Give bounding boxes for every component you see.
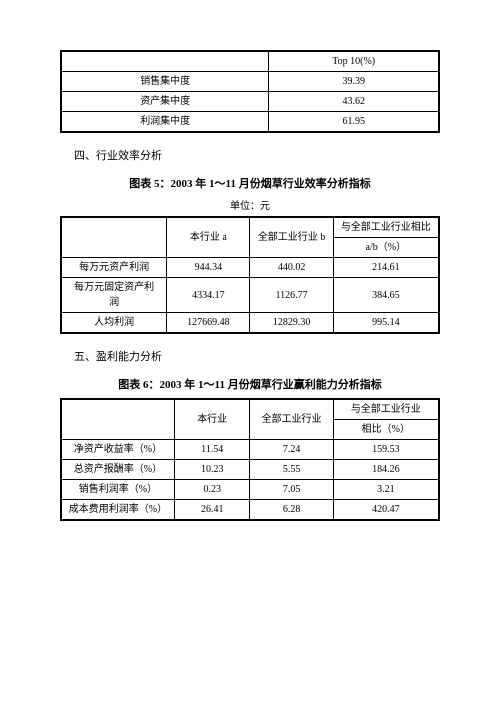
section-heading-4: 四、行业效率分析 (74, 147, 440, 163)
table-cell-value: 5.55 (250, 460, 333, 480)
table-row: 资产集中度 43.62 (61, 92, 439, 112)
table-row: 人均利润 127669.48 12829.30 995.14 (61, 313, 439, 334)
table-row: 销售集中度 39.39 (61, 72, 439, 92)
table-row: 每万元固定资产利 润 4334.17 1126.77 384.65 (61, 278, 439, 313)
table-row: 销售利润率（%） 0.23 7.05 3.21 (61, 480, 439, 500)
table-cell-label: 净资产收益率（%） (61, 440, 174, 460)
table-cell-value: 39.39 (269, 72, 439, 92)
table-row: 本行业 a 全部工业行业 b 与全部工业行业相比 (61, 217, 439, 238)
table-cell-value: 440.02 (250, 258, 333, 278)
table-cell-value: 0.23 (174, 480, 250, 500)
table-cell-label: 销售利润率（%） (61, 480, 174, 500)
table-cell-label: 总资产报酬率（%） (61, 460, 174, 480)
table-cell-value: 944.34 (167, 258, 250, 278)
table-cell-empty (61, 51, 269, 72)
table-header-cell: 本行业 a (167, 217, 250, 258)
table-cell-value: 11.54 (174, 440, 250, 460)
cell-text-line1: 每万元固定资产利 (74, 282, 154, 293)
table-cell-value: 420.47 (333, 500, 439, 521)
table-header-cell: 与全部工业行业 (333, 399, 439, 420)
table-cell-value: 384.65 (333, 278, 439, 313)
table-cell-label: 每万元资产利润 (61, 258, 167, 278)
table-header-cell (61, 399, 174, 440)
table-cell-value: 4334.17 (167, 278, 250, 313)
table-header-cell: a/b（%） (333, 238, 439, 258)
table-cell-value: 10.23 (174, 460, 250, 480)
table-header-cell: 全部工业行业 b (250, 217, 333, 258)
table3-title: 图表 6：2003 年 1～11 月份烟草行业赢利能力分析指标 (60, 376, 440, 392)
table-cell-label: 人均利润 (61, 313, 167, 334)
table2-unit: 单位：元 (60, 197, 440, 212)
table-cell-value: 43.62 (269, 92, 439, 112)
efficiency-table: 本行业 a 全部工业行业 b 与全部工业行业相比 a/b（%） 每万元资产利润 … (60, 216, 440, 334)
table-cell-label: 每万元固定资产利 润 (61, 278, 167, 313)
table-cell-label: 资产集中度 (61, 92, 269, 112)
table-cell-label: 销售集中度 (61, 72, 269, 92)
table-row: 总资产报酬率（%） 10.23 5.55 184.26 (61, 460, 439, 480)
table-row: 净资产收益率（%） 11.54 7.24 159.53 (61, 440, 439, 460)
table2-title: 图表 5：2003 年 1～11 月份烟草行业效率分析指标 (60, 175, 440, 191)
table-cell-label: 成本费用利润率（%） (61, 500, 174, 521)
document-page: Top 10(%) 销售集中度 39.39 资产集中度 43.62 利润集中度 … (0, 0, 500, 569)
table-cell-label: 利润集中度 (61, 112, 269, 133)
table-header-cell: 本行业 (174, 399, 250, 440)
table-cell-value: 995.14 (333, 313, 439, 334)
table-cell-value: 1126.77 (250, 278, 333, 313)
table-header-cell (61, 217, 167, 258)
section-heading-5: 五、盈利能力分析 (74, 348, 440, 364)
table-header-cell: 全部工业行业 (250, 399, 333, 440)
table-cell-value: 12829.30 (250, 313, 333, 334)
table-row: Top 10(%) (61, 51, 439, 72)
table-row: 本行业 全部工业行业 与全部工业行业 (61, 399, 439, 420)
table-header-cell: 相比（%） (333, 420, 439, 440)
table-cell-value: 7.24 (250, 440, 333, 460)
profitability-table: 本行业 全部工业行业 与全部工业行业 相比（%） 净资产收益率（%） 11.54… (60, 398, 440, 521)
table-header-cell: Top 10(%) (269, 51, 439, 72)
table-row: 成本费用利润率（%） 26.41 6.28 420.47 (61, 500, 439, 521)
table-cell-value: 7.05 (250, 480, 333, 500)
table-cell-value: 26.41 (174, 500, 250, 521)
concentration-table: Top 10(%) 销售集中度 39.39 资产集中度 43.62 利润集中度 … (60, 50, 440, 133)
table-cell-value: 127669.48 (167, 313, 250, 334)
table-row: 利润集中度 61.95 (61, 112, 439, 133)
table-cell-value: 159.53 (333, 440, 439, 460)
table-cell-value: 3.21 (333, 480, 439, 500)
table-header-cell: 与全部工业行业相比 (333, 217, 439, 238)
table-cell-value: 214.61 (333, 258, 439, 278)
table-row: 每万元资产利润 944.34 440.02 214.61 (61, 258, 439, 278)
cell-text-line2: 润 (109, 297, 119, 308)
table-cell-value: 61.95 (269, 112, 439, 133)
table-cell-value: 6.28 (250, 500, 333, 521)
table-cell-value: 184.26 (333, 460, 439, 480)
